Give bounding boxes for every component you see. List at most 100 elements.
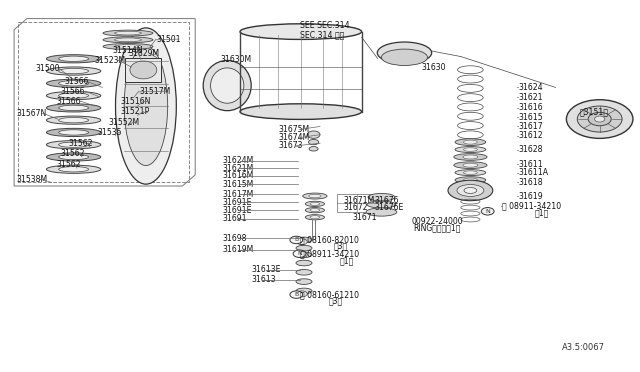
Ellipse shape <box>59 56 88 61</box>
Ellipse shape <box>47 116 101 124</box>
Text: Ⓑ 08160-82010: Ⓑ 08160-82010 <box>300 235 358 244</box>
Text: 31672: 31672 <box>344 203 368 212</box>
Text: 31829M: 31829M <box>128 49 159 58</box>
Ellipse shape <box>455 147 486 153</box>
Ellipse shape <box>368 193 395 201</box>
Text: 31566: 31566 <box>61 87 85 96</box>
Text: SEC.314 参照: SEC.314 参照 <box>300 31 344 39</box>
Bar <box>337 194 377 212</box>
Ellipse shape <box>59 68 88 74</box>
Ellipse shape <box>59 142 88 147</box>
Text: 31671: 31671 <box>353 213 377 222</box>
Text: B: B <box>294 292 298 297</box>
Ellipse shape <box>305 208 324 213</box>
Text: 31613: 31613 <box>252 275 276 284</box>
Ellipse shape <box>47 153 101 161</box>
Text: 31617M: 31617M <box>223 190 254 199</box>
Ellipse shape <box>59 167 88 172</box>
Text: 31517M: 31517M <box>140 87 171 96</box>
Ellipse shape <box>457 185 484 196</box>
Text: Ⓝ 08911-34210: Ⓝ 08911-34210 <box>502 201 561 210</box>
Text: 31538M: 31538M <box>16 175 47 184</box>
Ellipse shape <box>47 128 101 137</box>
Ellipse shape <box>296 279 312 284</box>
Text: SEE SEC.314: SEE SEC.314 <box>300 21 349 30</box>
Text: 31611A: 31611A <box>518 169 548 177</box>
Ellipse shape <box>115 31 141 35</box>
Text: 31624: 31624 <box>518 83 543 92</box>
Text: Ⓝ 08911-34210: Ⓝ 08911-34210 <box>300 249 358 258</box>
Ellipse shape <box>455 170 486 176</box>
Circle shape <box>290 291 303 298</box>
Text: 31500: 31500 <box>35 64 60 73</box>
Ellipse shape <box>310 209 320 212</box>
Ellipse shape <box>59 130 88 135</box>
Ellipse shape <box>309 194 321 198</box>
Text: Ⓑ 08160-61210: Ⓑ 08160-61210 <box>300 290 358 299</box>
Text: 31676E: 31676E <box>374 203 404 212</box>
Text: 31613E: 31613E <box>252 265 281 274</box>
Ellipse shape <box>204 60 251 111</box>
Text: 31691: 31691 <box>223 214 247 223</box>
Ellipse shape <box>124 46 168 166</box>
Ellipse shape <box>307 131 320 138</box>
Ellipse shape <box>116 28 177 184</box>
Ellipse shape <box>463 140 477 144</box>
Circle shape <box>481 208 494 215</box>
Text: 31619M: 31619M <box>223 246 254 254</box>
Text: 31673: 31673 <box>278 141 303 150</box>
Ellipse shape <box>59 105 88 110</box>
Text: （1）: （1） <box>534 208 548 217</box>
Text: 31612: 31612 <box>518 131 543 140</box>
Text: 31501: 31501 <box>157 35 181 44</box>
Ellipse shape <box>296 252 312 257</box>
Ellipse shape <box>378 42 432 64</box>
Text: 31566: 31566 <box>64 77 88 86</box>
Ellipse shape <box>47 165 101 173</box>
Circle shape <box>588 112 611 126</box>
Ellipse shape <box>454 154 487 160</box>
Text: 31615: 31615 <box>518 113 543 122</box>
Ellipse shape <box>47 79 101 87</box>
Ellipse shape <box>47 141 101 149</box>
Circle shape <box>290 236 303 244</box>
Text: 31516N: 31516N <box>120 97 150 106</box>
Ellipse shape <box>296 288 312 294</box>
Ellipse shape <box>47 67 101 75</box>
Text: 31562: 31562 <box>68 139 93 148</box>
Text: 31566: 31566 <box>56 97 81 106</box>
Ellipse shape <box>130 61 157 79</box>
Circle shape <box>577 106 622 132</box>
Ellipse shape <box>309 147 318 151</box>
Text: 31691E: 31691E <box>223 206 252 215</box>
Ellipse shape <box>303 193 327 199</box>
Text: 31619: 31619 <box>518 192 543 201</box>
Circle shape <box>293 250 306 257</box>
Text: （3151）: （3151） <box>579 107 608 116</box>
Text: N: N <box>297 251 302 256</box>
Ellipse shape <box>464 187 477 193</box>
Text: 31698: 31698 <box>223 234 247 243</box>
Text: 31674M: 31674M <box>278 133 310 142</box>
Text: 31630: 31630 <box>421 63 445 72</box>
Text: 31621: 31621 <box>518 93 543 102</box>
Text: 31624M: 31624M <box>223 156 254 165</box>
Text: 31562: 31562 <box>56 160 81 169</box>
Ellipse shape <box>455 139 486 145</box>
Ellipse shape <box>305 215 324 220</box>
Text: 31621M: 31621M <box>223 164 254 173</box>
Text: A3.5:0067: A3.5:0067 <box>562 343 605 352</box>
Ellipse shape <box>367 201 396 208</box>
Circle shape <box>297 252 307 258</box>
Text: 31617: 31617 <box>518 122 543 131</box>
Ellipse shape <box>59 154 88 160</box>
Ellipse shape <box>296 269 312 275</box>
Ellipse shape <box>59 93 88 98</box>
Ellipse shape <box>240 24 362 39</box>
Ellipse shape <box>59 118 88 123</box>
Circle shape <box>566 100 633 138</box>
Ellipse shape <box>47 104 101 112</box>
Text: RINGリング（1）: RINGリング（1） <box>413 223 460 232</box>
Ellipse shape <box>448 180 493 201</box>
Ellipse shape <box>366 208 397 216</box>
